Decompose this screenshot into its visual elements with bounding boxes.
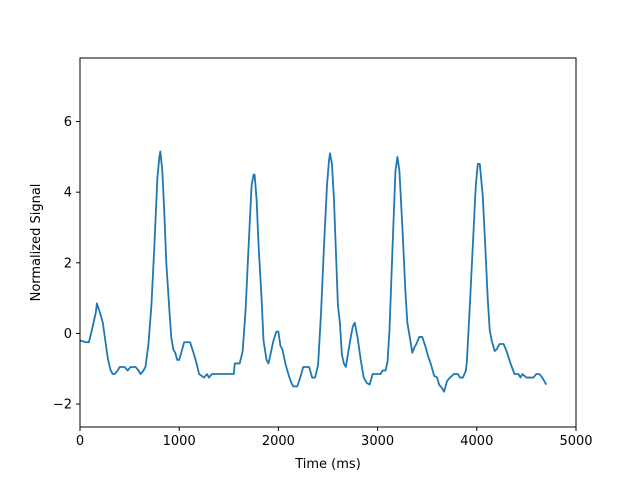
- x-axis: 0 1000 2000 3000 4000 5000: [76, 427, 593, 449]
- x-axis-label: Time (ms): [294, 457, 361, 472]
- x-tick-label: 0: [76, 434, 84, 449]
- y-tick-label: −2: [53, 398, 72, 413]
- y-axis: −2 0 2 4 6: [53, 115, 80, 413]
- x-tick-label: 1000: [163, 434, 196, 449]
- y-tick-label: 4: [64, 186, 72, 201]
- y-tick-label: 6: [64, 115, 72, 130]
- x-tick-label: 2000: [262, 434, 295, 449]
- x-tick-label: 5000: [559, 434, 592, 449]
- y-tick-label: 0: [64, 327, 72, 342]
- axes-frame: [79, 57, 577, 428]
- plot-area: [80, 150, 548, 393]
- y-axis-label: Normalized Signal: [29, 184, 44, 302]
- series-line-0: [80, 150, 548, 393]
- x-tick-label: 3000: [361, 434, 394, 449]
- y-tick-label: 2: [64, 256, 72, 271]
- x-tick-label: 4000: [460, 434, 493, 449]
